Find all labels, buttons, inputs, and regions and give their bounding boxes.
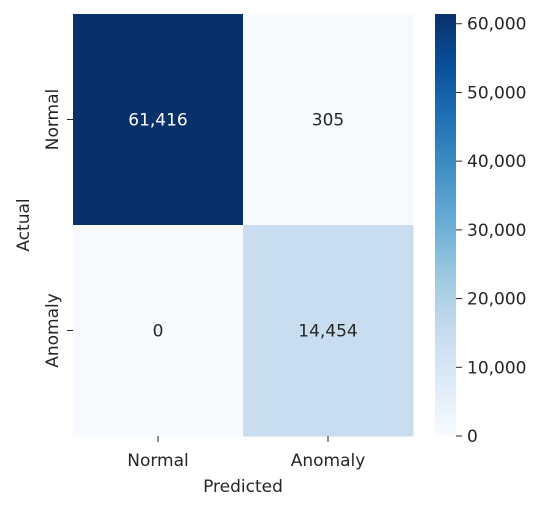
heatmap-cell-value: 61,416 (128, 111, 187, 131)
colorbar-tick-label: 30,000 (467, 221, 526, 241)
colorbar (435, 14, 456, 436)
colorbar-ticks: 0 10,000 20,000 30,000 40,000 50,000 60,000 (456, 15, 526, 447)
x-axis: Normal Anomaly (127, 436, 365, 471)
heatmap-cell-value: 14,454 (298, 322, 357, 342)
y-axis: Normal Anomaly (43, 89, 73, 368)
colorbar-tick-label: 50,000 (467, 83, 526, 103)
y-axis-label: Actual (14, 198, 34, 251)
heatmap-cell-value: 305 (312, 111, 344, 131)
heatmap-cell-labels: 61,416 305 0 14,454 (128, 111, 357, 342)
colorbar-tick-label: 60,000 (467, 15, 526, 35)
colorbar-tick-label: 40,000 (467, 152, 526, 172)
heatmap-cell (243, 14, 414, 226)
heatmap-cell-value: 0 (153, 322, 164, 342)
y-tick-label: Normal (43, 89, 63, 151)
colorbar-tick-label: 0 (467, 427, 478, 447)
heatmap-cell (73, 14, 244, 226)
colorbar-tick-label: 10,000 (467, 358, 526, 378)
x-tick-label: Normal (127, 451, 189, 471)
heatmap-cell (73, 225, 244, 437)
heatmap-cell (243, 225, 414, 437)
heatmap-cells (73, 14, 414, 437)
colorbar-tick-label: 20,000 (467, 290, 526, 310)
y-tick-label: Anomaly (43, 293, 63, 368)
x-axis-label: Predicted (203, 477, 283, 497)
x-tick-label: Anomaly (291, 451, 366, 471)
